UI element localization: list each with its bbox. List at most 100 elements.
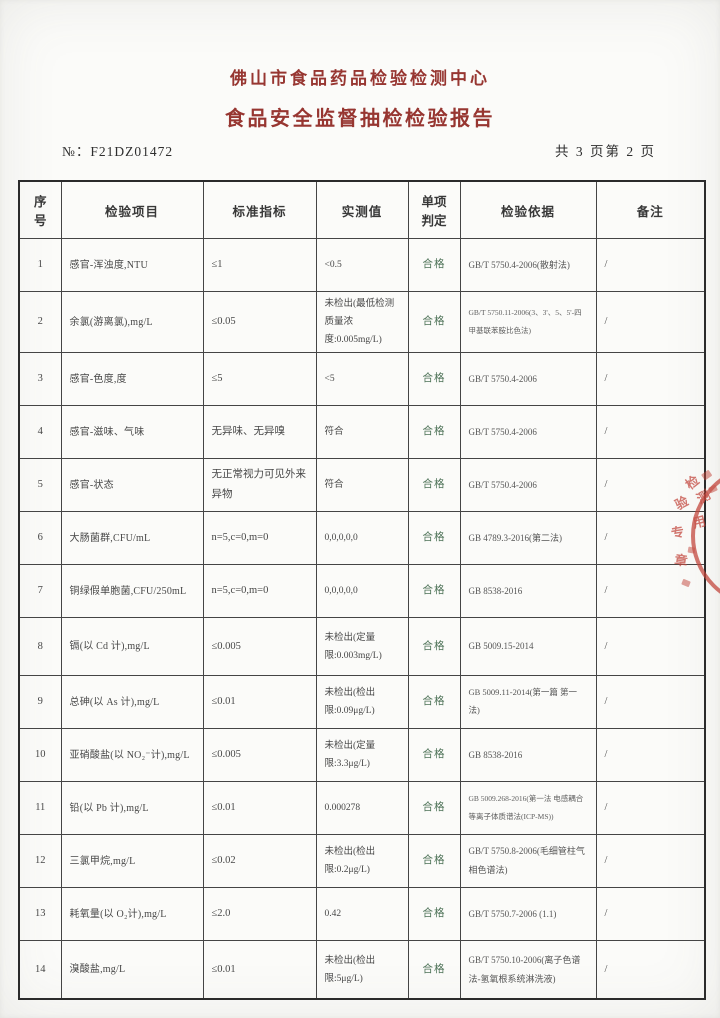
cell-standard: ≤5 — [202, 352, 317, 407]
cell-standard: ≤0.005 — [202, 617, 317, 677]
cell-measured: 未检出(最低检测质量浓度:0.005mg/L) — [315, 290, 409, 354]
cell-measured: 未检出(检出限:0.09μg/L) — [315, 675, 409, 730]
cell-remark: / — [595, 887, 706, 942]
header-measured: 实测值 — [315, 180, 409, 239]
cell-item: 铅(以 Pb 计),mg/L — [60, 781, 204, 836]
cell-measured: 未检出(检出限:0.2μg/L) — [315, 834, 409, 889]
cell-remark: / — [595, 458, 706, 513]
table-row: 4 感官-滋味、气味 无异味、无异嗅 符合 合格 GB/T 5750.4-200… — [18, 405, 706, 460]
header-item: 检验项目 — [60, 180, 204, 239]
cell-measured: 未检出(定量限:3.3μg/L) — [315, 728, 409, 783]
cell-remark: / — [595, 290, 706, 354]
cell-remark: / — [595, 728, 706, 783]
cell-standard: ≤2.0 — [202, 887, 317, 942]
cell-judgment: 合格 — [407, 834, 461, 889]
cell-item: 耗氧量(以 O₂计),mg/L — [60, 887, 204, 942]
cell-measured: <5 — [315, 352, 409, 407]
cell-basis: GB 5009.15-2014 — [459, 617, 597, 677]
cell-no: 4 — [18, 405, 62, 460]
cell-judgment: 合格 — [407, 458, 461, 513]
cell-judgment: 合格 — [407, 617, 461, 677]
cell-item: 感官-滋味、气味 — [60, 405, 204, 460]
table-row: 2 余氯(游离氯),mg/L ≤0.05 未检出(最低检测质量浓度:0.005m… — [18, 290, 706, 354]
header-remark: 备注 — [595, 180, 706, 239]
cell-basis: GB/T 5750.4-2006(散射法) — [459, 238, 597, 292]
cell-remark: / — [595, 238, 706, 292]
cell-remark: / — [595, 675, 706, 730]
cell-remark: / — [595, 405, 706, 460]
cell-no: 6 — [18, 511, 62, 566]
cell-standard: 无异味、无异嗅 — [202, 405, 317, 460]
table-row: 10 亚硝酸盐(以 NO₂⁻计),mg/L ≤0.005 未检出(定量限:3.3… — [18, 728, 706, 783]
report-title: 食品安全监督抽检检验报告 — [225, 108, 495, 130]
cell-standard: ≤0.01 — [202, 675, 317, 730]
table-row: 1 感官-浑浊度,NTU ≤1 <0.5 合格 GB/T 5750.4-2006… — [18, 238, 706, 292]
inspection-results-table: 序号 检验项目 标准指标 实测值 单项判定 检验依据 备注 1 感官-浑浊度,N… — [18, 180, 706, 1001]
cell-standard: ≤0.01 — [202, 940, 317, 1000]
cell-measured: 0,0,0,0,0 — [315, 511, 409, 566]
cell-item: 亚硝酸盐(以 NO₂⁻计),mg/L — [60, 728, 204, 783]
table-row: 9 总砷(以 As 计),mg/L ≤0.01 未检出(检出限:0.09μg/L… — [18, 675, 706, 730]
header-judgment: 单项判定 — [407, 180, 461, 239]
cell-item: 溴酸盐,mg/L — [60, 940, 204, 1000]
cell-judgment: 合格 — [407, 564, 461, 619]
cell-standard: ≤0.005 — [202, 728, 317, 783]
table-row: 11 铅(以 Pb 计),mg/L ≤0.01 0.000278 合格 GB 5… — [18, 781, 706, 836]
cell-remark: / — [595, 564, 706, 619]
report-meta-row: №：F21DZ01472 共 3 页第 2 页 — [0, 131, 720, 160]
cell-remark: / — [595, 940, 706, 1000]
cell-item: 大肠菌群,CFU/mL — [60, 511, 204, 566]
cell-no: 9 — [18, 675, 62, 730]
cell-standard: ≤0.01 — [202, 781, 317, 836]
cell-standard: n=5,c=0,m=0 — [202, 564, 317, 619]
cell-item: 总砷(以 As 计),mg/L — [60, 675, 204, 730]
cell-standard: ≤1 — [202, 238, 317, 292]
cell-basis: GB/T 5750.4-2006 — [459, 458, 597, 513]
cell-standard: ≤0.02 — [202, 834, 317, 889]
cell-judgment: 合格 — [407, 887, 461, 942]
cell-remark: / — [595, 511, 706, 566]
table-row: 12 三氯甲烷,mg/L ≤0.02 未检出(检出限:0.2μg/L) 合格 G… — [18, 834, 706, 889]
cell-remark: / — [595, 617, 706, 677]
cell-no: 8 — [18, 617, 62, 677]
page-indicator: 共 3 页第 2 页 — [555, 144, 656, 159]
cell-standard: n=5,c=0,m=0 — [202, 511, 317, 566]
report-number-value: F21DZ01472 — [90, 144, 174, 159]
cell-basis: GB 4789.3-2016(第二法) — [459, 511, 597, 566]
cell-remark: / — [595, 352, 706, 407]
cell-measured: 0.42 — [315, 887, 409, 942]
cell-measured: 0,0,0,0,0 — [315, 564, 409, 619]
cell-remark: / — [595, 834, 706, 889]
cell-no: 5 — [18, 458, 62, 513]
report-number: №：F21DZ01472 — [62, 140, 173, 160]
cell-standard: 无正常视力可见外来异物 — [202, 458, 317, 513]
header-no: 序号 — [18, 180, 62, 239]
cell-judgment: 合格 — [407, 781, 461, 836]
cell-remark: / — [595, 781, 706, 836]
report-number-label: №： — [62, 144, 91, 159]
cell-judgment: 合格 — [407, 511, 461, 566]
table-row: 3 感官-色度,度 ≤5 <5 合格 GB/T 5750.4-2006 / — [18, 352, 706, 407]
cell-item: 镉(以 Cd 计),mg/L — [60, 617, 204, 677]
cell-basis: GB/T 5750.10-2006(离子色谱法-氢氧根系统淋洗液) — [459, 940, 597, 1000]
table-row: 13 耗氧量(以 O₂计),mg/L ≤2.0 0.42 合格 GB/T 575… — [18, 887, 706, 942]
cell-judgment: 合格 — [407, 728, 461, 783]
cell-basis: GB/T 5750.11-2006(3、3'、5、5'-四甲基联苯胺比色法) — [459, 290, 597, 354]
cell-judgment: 合格 — [407, 238, 461, 292]
cell-standard: ≤0.05 — [202, 290, 317, 354]
table-row: 14 溴酸盐,mg/L ≤0.01 未检出(检出限:5μg/L) 合格 GB/T… — [18, 940, 706, 1000]
table-row: 5 感官-状态 无正常视力可见外来异物 符合 合格 GB/T 5750.4-20… — [18, 458, 706, 513]
cell-basis: GB/T 5750.8-2006(毛细管柱气相色谱法) — [459, 834, 597, 889]
cell-item: 感官-浑浊度,NTU — [60, 238, 204, 292]
cell-item: 感官-色度,度 — [60, 352, 204, 407]
cell-measured: 符合 — [315, 405, 409, 460]
cell-no: 2 — [18, 290, 62, 354]
table-row: 6 大肠菌群,CFU/mL n=5,c=0,m=0 0,0,0,0,0 合格 G… — [18, 511, 706, 566]
table-row: 7 铜绿假单胞菌,CFU/250mL n=5,c=0,m=0 0,0,0,0,0… — [18, 564, 706, 619]
cell-judgment: 合格 — [407, 940, 461, 1000]
cell-measured: <0.5 — [315, 238, 409, 292]
cell-item: 三氯甲烷,mg/L — [60, 834, 204, 889]
cell-judgment: 合格 — [407, 405, 461, 460]
header-basis: 检验依据 — [459, 180, 597, 239]
